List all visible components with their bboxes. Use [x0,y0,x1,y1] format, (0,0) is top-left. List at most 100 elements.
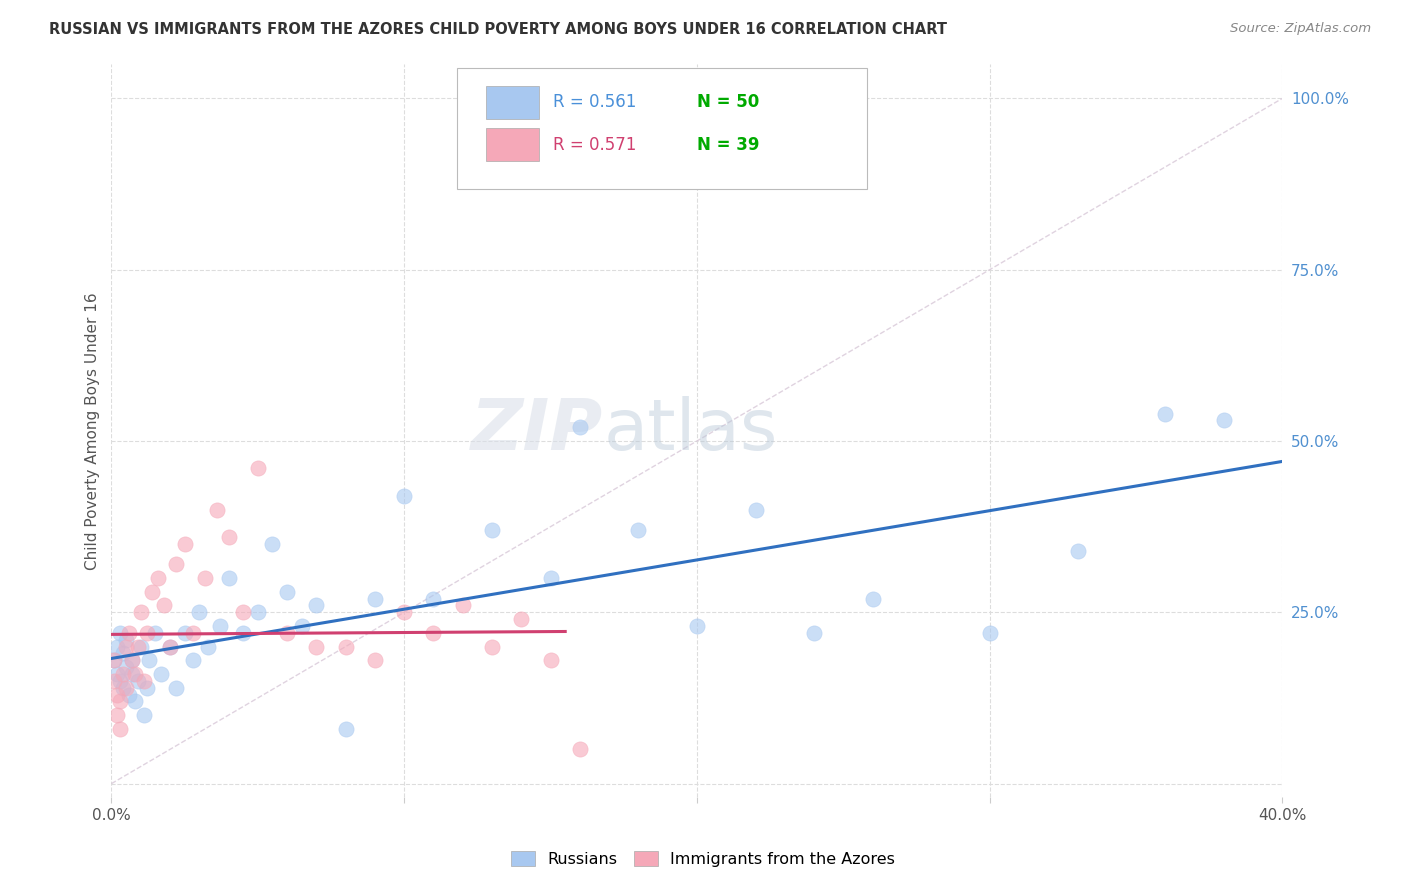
Point [364,591,387,606]
Point [150,667,173,681]
Text: RUSSIAN VS IMMIGRANTS FROM THE AZORES CHILD POVERTY AMONG BOYS UNDER 16 CORRELAT: RUSSIAN VS IMMIGRANTS FROM THE AZORES CH… [49,22,948,37]
Point [112,667,135,681]
Point [744,502,766,516]
Point [1213,413,1236,427]
Bar [486,86,538,119]
Point [121,653,143,667]
Point [115,681,138,695]
Point [129,640,152,654]
Point [103,673,125,688]
Point [127,640,149,654]
Point [568,742,591,756]
Point [481,640,503,654]
Point [305,599,328,613]
Point [1154,407,1177,421]
Point [127,673,149,688]
Point [197,640,219,654]
Point [112,647,135,661]
Point [132,673,155,688]
Point [121,667,143,681]
Point [218,571,240,585]
Point [208,619,231,633]
Point [422,626,444,640]
Point [183,626,205,640]
Point [103,653,125,667]
Point [422,591,444,606]
Point [979,626,1001,640]
Point [105,667,128,681]
Point [188,605,211,619]
Point [121,653,143,667]
Text: N = 39: N = 39 [697,136,759,153]
Point [291,619,314,633]
Point [108,673,131,688]
Point [305,640,328,654]
Point [165,558,187,572]
Point [159,640,181,654]
Text: atlas: atlas [603,396,778,466]
Legend: Russians, Immigrants from the Azores: Russians, Immigrants from the Azores [505,845,901,873]
Point [112,681,135,695]
Point [276,626,298,640]
Point [115,660,138,674]
Point [232,626,254,640]
Point [335,640,357,654]
Point [108,722,131,736]
Point [105,708,128,723]
Point [105,640,128,654]
Point [132,708,155,723]
Point [183,653,205,667]
Point [105,688,128,702]
Point [108,626,131,640]
FancyBboxPatch shape [457,68,866,189]
Point [335,722,357,736]
Point [118,626,141,640]
Point [108,694,131,708]
Point [173,537,195,551]
Point [451,599,474,613]
Point [141,584,163,599]
Point [103,653,125,667]
Point [364,653,387,667]
Point [135,626,157,640]
Text: R = 0.571: R = 0.571 [553,136,637,153]
Point [115,632,138,647]
Point [124,694,146,708]
Point [481,523,503,537]
Point [246,461,269,475]
Point [165,681,187,695]
Point [205,502,228,516]
Point [246,605,269,619]
Point [135,681,157,695]
Point [392,605,415,619]
Point [148,571,170,585]
Point [392,489,415,503]
Point [194,571,217,585]
Point [153,599,176,613]
Point [540,571,562,585]
Point [540,653,562,667]
Point [510,612,533,626]
Point [262,537,284,551]
Point [232,605,254,619]
Text: Source: ZipAtlas.com: Source: ZipAtlas.com [1230,22,1371,36]
Text: ZIP: ZIP [471,396,603,466]
Point [568,420,591,434]
Point [173,626,195,640]
Point [115,640,138,654]
Point [803,626,825,640]
Point [1066,543,1088,558]
Text: R = 0.561: R = 0.561 [553,93,637,112]
Bar [486,128,538,161]
Point [686,619,709,633]
Point [862,591,884,606]
Text: N = 50: N = 50 [697,93,759,112]
Point [124,667,146,681]
Point [159,640,181,654]
Point [129,605,152,619]
Point [276,584,298,599]
Point [143,626,166,640]
Point [138,653,160,667]
Point [118,688,141,702]
Point [627,523,650,537]
